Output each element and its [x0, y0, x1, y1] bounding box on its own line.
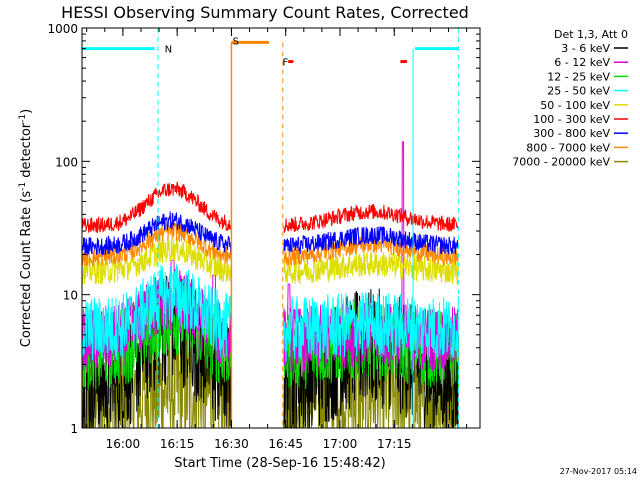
y-axis-label: Corrected Count Rate (s-1 detector-1): [18, 109, 34, 347]
legend-label: 7000 - 20000 keV: [512, 156, 610, 169]
legend-label: 25 - 50 keV: [547, 85, 610, 98]
y-tick-label: 1000: [47, 22, 78, 36]
legend-label: 800 - 7000 keV: [526, 141, 610, 154]
annotation-label: F: [283, 58, 289, 69]
legend-label: 6 - 12 keV: [554, 56, 610, 69]
y-axis-label-sup1: -1: [18, 182, 28, 191]
x-tick-label: 16:45: [268, 437, 303, 451]
x-axis-label: Start Time (28-Sep-16 15:48:42): [174, 456, 385, 471]
y-axis-label-sup2: -1: [18, 114, 28, 123]
y-axis-label-mid: detector: [19, 122, 34, 182]
annotation-label: N: [165, 45, 172, 56]
legend-label: 12 - 25 keV: [547, 70, 610, 83]
footer-timestamp: 27-Nov-2017 05:14: [560, 467, 637, 476]
legend-label: 300 - 800 keV: [533, 127, 610, 140]
x-tick-label: 16:00: [106, 437, 141, 451]
series-line: [81, 181, 459, 233]
legend-header: Det 1,3, Att 0: [554, 28, 628, 41]
legend-label: 100 - 300 keV: [533, 113, 610, 126]
y-axis-label-main: Corrected Count Rate (s: [19, 191, 34, 348]
series-line: [81, 222, 459, 267]
y-tick-label: 100: [55, 155, 78, 169]
legend-label: 50 - 100 keV: [540, 99, 610, 112]
x-tick-label: 17:00: [323, 437, 358, 451]
x-tick-label: 16:30: [214, 437, 249, 451]
annotation-label: S: [233, 36, 239, 47]
series-line: [81, 211, 459, 256]
plot-frame: [81, 27, 481, 429]
y-tick-label: 10: [63, 289, 78, 303]
x-tick-label: 17:15: [377, 437, 412, 451]
x-tick-label: 16:15: [160, 437, 195, 451]
axes: 16:00 16:15 16:30 16:45 17:00 17:15 1 10 100 1000: [47, 22, 480, 451]
series-line: [81, 264, 459, 363]
y-tick-label: 1: [70, 422, 78, 436]
plot-area: [81, 141, 459, 430]
y-axis-label-end: ): [19, 109, 34, 114]
legend-label: 3 - 6 keV: [561, 42, 610, 55]
chart-title: HESSI Observing Summary Count Rates, Cor…: [61, 3, 469, 22]
